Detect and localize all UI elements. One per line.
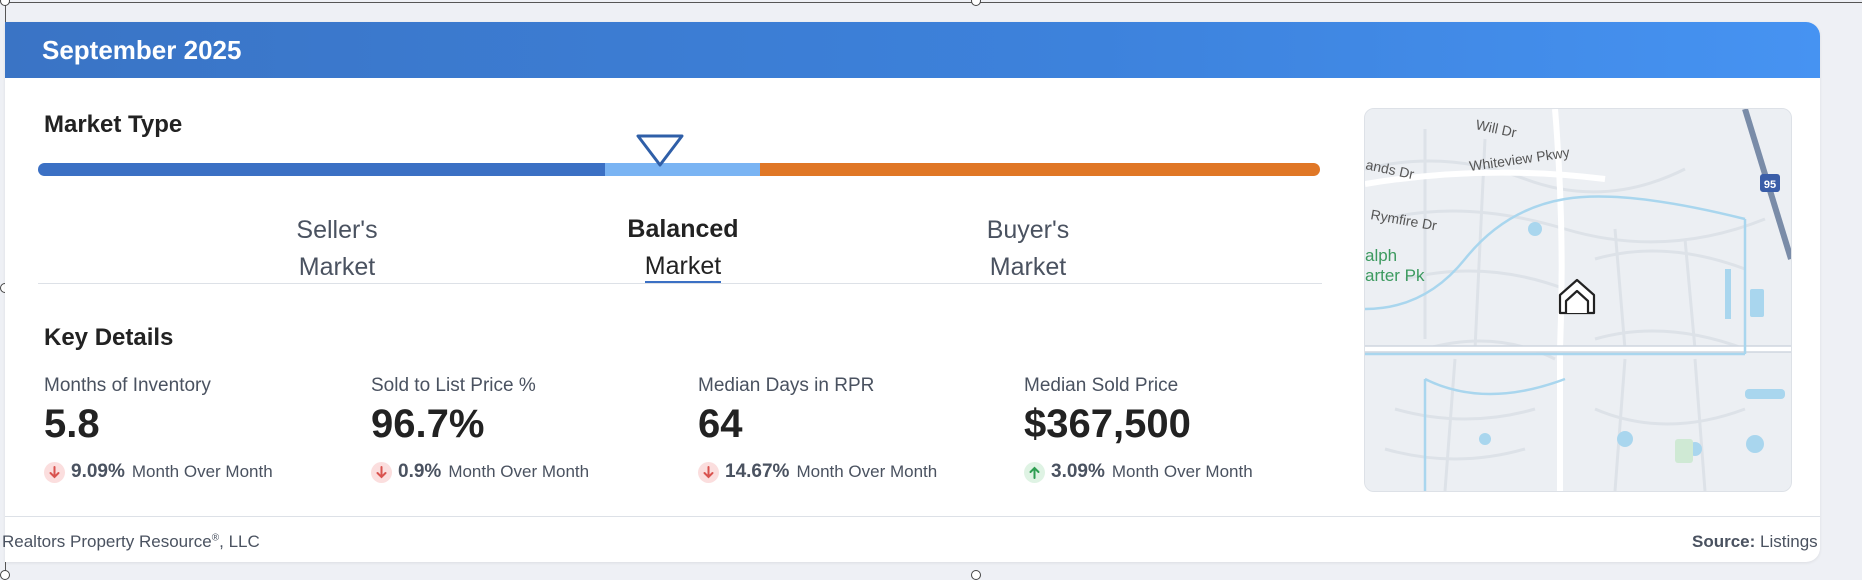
metric-change: 9.09% Month Over Month (44, 461, 273, 483)
segment-line2: Market (298, 253, 376, 281)
metric-label: Median Sold Price (1024, 375, 1179, 396)
metric-median-days-in-rpr: Median Days in RPR 64 14.67% Month Over … (698, 375, 1018, 490)
company-suffix: , LLC (219, 532, 260, 551)
metric-months-of-inventory: Months of Inventory 5.8 9.09% Month Over… (44, 375, 364, 490)
metric-value: 64 (698, 402, 743, 446)
card-header: September 2025 (5, 22, 1820, 78)
segment-line1: Seller's (296, 216, 378, 244)
arrow-up-icon (1024, 461, 1045, 483)
home-marker-icon[interactable] (1558, 278, 1596, 315)
footer-company: Realtors Property Resource®, LLC (2, 532, 260, 552)
change-period: Month Over Month (448, 462, 590, 481)
segment-buyers-market: Buyer's Market (898, 212, 1158, 286)
metric-label: Sold to List Price % (371, 375, 536, 396)
location-map[interactable]: 95 Will Dr Whiteview Pkwy ands Dr Rymfir… (1364, 108, 1792, 492)
metric-label: Median Days in RPR (698, 375, 875, 396)
key-details-title: Key Details (44, 324, 174, 351)
seller-market-bar (38, 163, 605, 176)
change-period: Month Over Month (1111, 462, 1253, 481)
change-period: Month Over Month (131, 462, 273, 481)
metric-value: $367,500 (1024, 402, 1191, 446)
arrow-down-icon (371, 461, 392, 483)
header-title: September 2025 (42, 35, 242, 65)
resize-handle-bottom-left[interactable] (0, 570, 10, 580)
balanced-market-bar (605, 163, 760, 176)
segment-balanced-market: Balanced Market (553, 211, 813, 285)
change-percent: 0.9% (398, 461, 442, 482)
change-percent: 14.67% (725, 461, 790, 482)
segment-line1: Buyer's (986, 216, 1070, 244)
source-label: Source: (1692, 532, 1756, 551)
metric-value: 5.8 (44, 402, 100, 446)
metric-label: Months of Inventory (44, 375, 211, 396)
footer-divider (5, 516, 1820, 517)
company-name: Realtors Property Resource (2, 532, 212, 551)
metric-median-sold-price: Median Sold Price $367,500 3.09% Month O… (1024, 375, 1344, 490)
segment-sellers-market: Seller's Market (207, 212, 467, 286)
segment-line2: Market (989, 253, 1067, 281)
resize-handle-top-center[interactable] (971, 0, 981, 6)
section-divider (38, 283, 1322, 284)
footer-source: Source: Listings (1692, 532, 1818, 552)
resize-handle-top-left[interactable] (0, 0, 10, 6)
metric-change: 3.09% Month Over Month (1024, 461, 1253, 483)
buyer-market-bar (760, 163, 1320, 176)
segment-line2: Market (644, 251, 722, 283)
change-percent: 3.09% (1051, 461, 1105, 482)
map-label-park: arter Pk (1365, 266, 1425, 285)
source-value: Listings (1760, 532, 1818, 551)
market-type-title: Market Type (44, 111, 183, 138)
change-period: Month Over Month (796, 462, 938, 481)
highway-label: 95 (1764, 179, 1776, 191)
arrow-down-icon (698, 461, 719, 483)
registered-mark: ® (211, 532, 220, 544)
metric-change: 0.9% Month Over Month (371, 461, 589, 483)
map-label-park: alph (1365, 246, 1397, 265)
segment-line1: Balanced (627, 215, 739, 243)
metric-change: 14.67% Month Over Month (698, 461, 937, 483)
change-percent: 9.09% (71, 461, 125, 482)
metric-sold-to-list-price: Sold to List Price % 96.7% 0.9% Month Ov… (371, 375, 691, 490)
market-pointer-icon (636, 134, 684, 167)
metric-value: 96.7% (371, 402, 485, 446)
resize-handle-bottom-center[interactable] (971, 570, 981, 580)
arrow-down-icon (44, 461, 65, 483)
